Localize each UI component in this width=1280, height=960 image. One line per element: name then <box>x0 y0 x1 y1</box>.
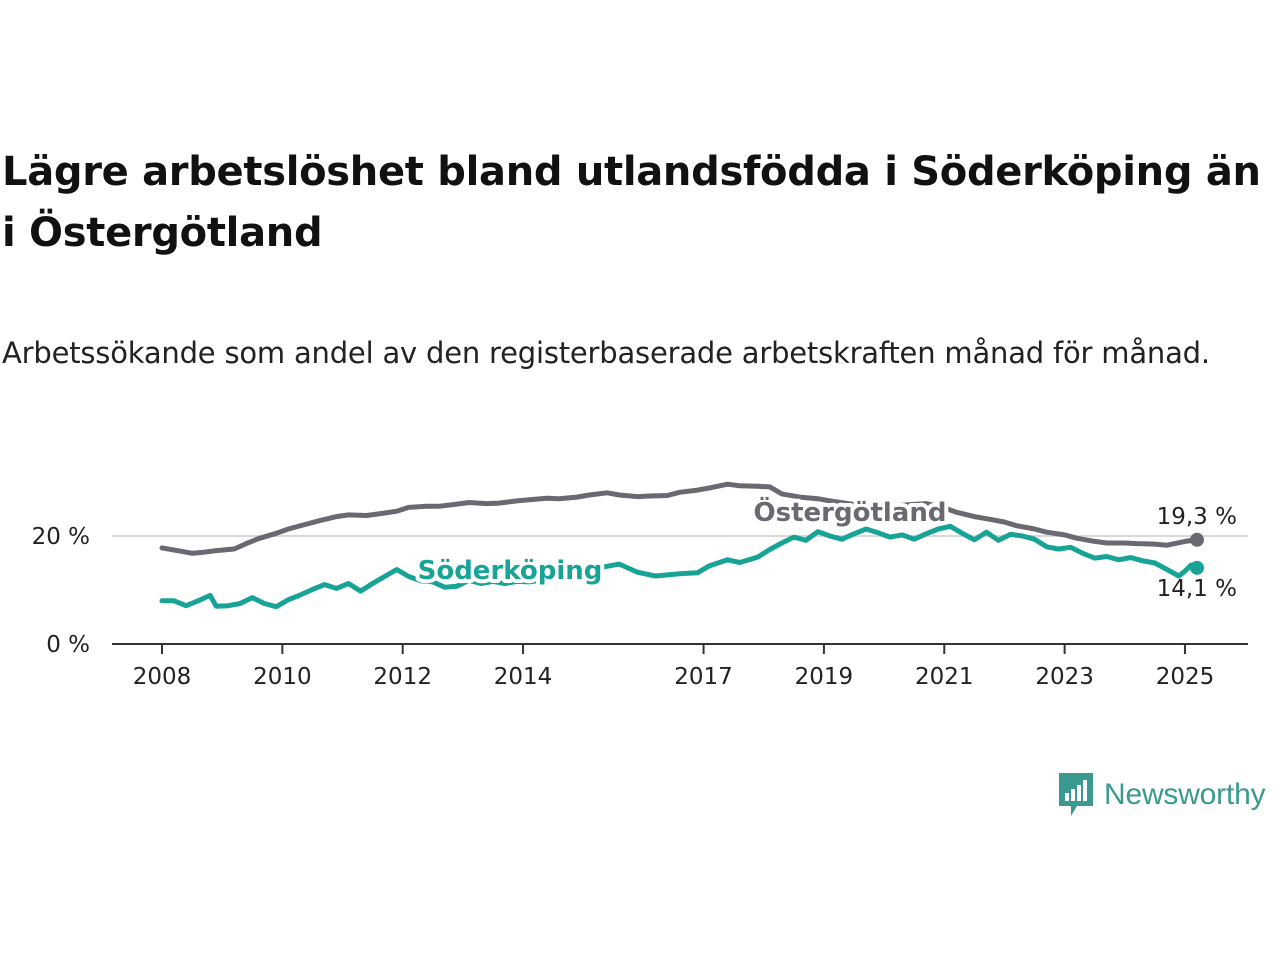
y-tick-label: 20 % <box>32 524 90 550</box>
x-tick-label: 2025 <box>1156 664 1215 690</box>
series-label-halo: Söderköping <box>418 556 603 586</box>
end-value-label: 19,3 % <box>1157 504 1237 530</box>
x-tick-label: 2019 <box>795 664 854 690</box>
series-line <box>159 481 1200 556</box>
series-labels: ÖstergötlandÖstergötlandSöderköpingSöder… <box>414 491 951 590</box>
end-marker <box>1190 532 1204 547</box>
newsworthy-logo: Newsworthy <box>1058 772 1266 818</box>
series-label-halo: Östergötland <box>754 495 947 528</box>
x-tick-label: 2014 <box>494 664 553 690</box>
x-tick-label: 2012 <box>373 664 432 690</box>
series-label: Söderköping <box>418 556 603 586</box>
end-marker <box>1190 560 1204 575</box>
brand-name: Newsworthy <box>1104 778 1266 811</box>
y-tick-label: 0 % <box>46 632 90 658</box>
chart-subtitle: Arbetssökande som andel av den registerb… <box>2 336 1210 370</box>
x-axis: 2008 2010 2012 2014 2017 2019 2021 2023 2025 <box>112 643 1248 690</box>
x-tick-label: 2021 <box>915 664 974 690</box>
newsworthy-bar-chart-icon <box>1059 773 1093 816</box>
y-tick-labels: 0 % 20 % <box>32 524 90 658</box>
series-lines <box>159 481 1200 610</box>
x-tick-label: 2017 <box>674 664 733 690</box>
chart-title: Lägre arbetslöshet bland utlandsfödda i … <box>2 149 1261 256</box>
end-value-label: 14,1 % <box>1157 576 1237 602</box>
x-tick-label: 2023 <box>1035 664 1094 690</box>
series-line <box>159 523 1200 610</box>
x-tick-label: 2010 <box>253 664 312 690</box>
end-markers: 19,3 % 14,1 % <box>1157 504 1237 602</box>
x-tick-label: 2008 <box>133 664 192 690</box>
series-label: Östergötland <box>754 495 947 528</box>
